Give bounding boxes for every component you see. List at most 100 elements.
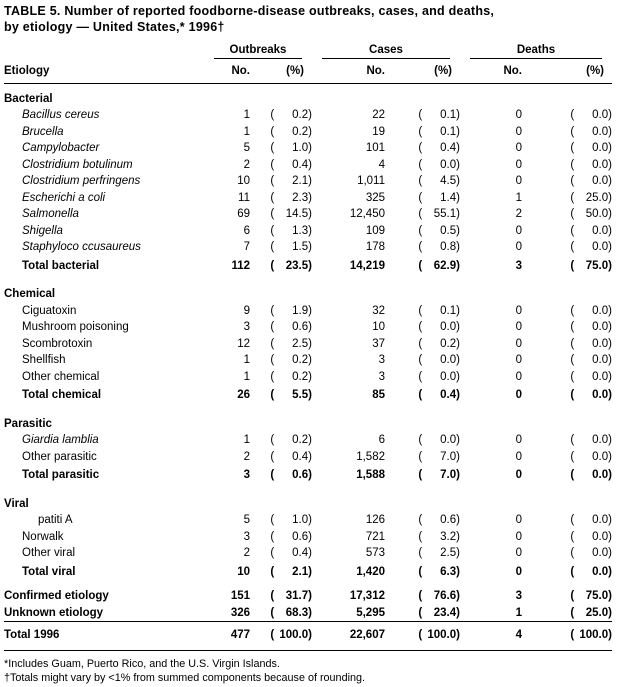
section-header: Parasitic (4, 416, 612, 433)
table-row: Mushroom poisoning 3 (0.6) 10 (0.0) 0 (0.0) (4, 319, 612, 336)
count-cell: 3 (515, 590, 522, 602)
count-cell: 0 (515, 370, 522, 383)
footnotes: *Includes Guam, Puerto Rico, and the U.S… (4, 657, 612, 685)
count-cell: 2 (243, 450, 250, 463)
divider (4, 649, 612, 651)
count-cell: 22,607 (349, 629, 385, 641)
pct-cell: (2.3) (270, 191, 312, 204)
count-cell: 178 (365, 241, 385, 253)
total-row: Total bacterial 112 (23.5) 14,219 (62.9) 3 (75… (4, 256, 612, 280)
pct-cell: (0.0) (570, 304, 612, 317)
table-row: Brucella 1 (0.2) 19 (0.1) 0 (0.0) (4, 124, 612, 141)
count-cell: 0 (515, 469, 522, 481)
count-cell: 0 (515, 354, 522, 366)
table-row: Other viral 2 (0.4) 573 (2.5) 0 (0.0) (4, 545, 612, 562)
count-cell: 17,312 (349, 590, 385, 602)
pct-cell: (55.1) (418, 208, 460, 220)
count-cell: 0 (515, 450, 522, 463)
table-row: Other chemical 1 (0.2) 3 (0.0) 0 (0.0) (4, 369, 612, 386)
summary-row: Confirmed etiology 151 (31.7) 17,312 (76.6) 3… (4, 588, 612, 605)
title-line1: TABLE 5. Number of reported foodborne-di… (4, 4, 495, 18)
count-cell: 112 (231, 259, 250, 272)
pct-cell: (0.0) (570, 514, 612, 526)
count-cell: 1 (243, 125, 250, 138)
pct-cell: (0.0) (570, 337, 612, 350)
pct-cell: (75.0) (570, 590, 612, 602)
row-label: Ciguatoxin (22, 304, 77, 317)
count-cell: 22 (372, 109, 385, 121)
pct-cell: (0.0) (418, 321, 460, 333)
count-cell: 4 (378, 158, 385, 171)
pct-cell: (0.0) (570, 142, 612, 154)
pct-cell: (0.0) (570, 109, 612, 121)
table-row: Escherichi a coli 11 (2.3) 325 (1.4) 1 (25.0) (4, 190, 612, 207)
count-cell: 1,588 (356, 469, 385, 481)
count-cell: 1,582 (356, 450, 385, 463)
pct-cell: (68.3) (270, 606, 312, 619)
row-label: Confirmed etiology (4, 590, 109, 602)
count-cell: 0 (515, 241, 522, 253)
count-cell: 2 (515, 208, 522, 220)
count-cell: 37 (372, 337, 385, 350)
table-row: Norwalk 3 (0.6) 721 (3.2) 0 (0.0) (4, 529, 612, 546)
pct-cell: (0.0) (570, 450, 612, 463)
pct-cell: (1.0) (270, 142, 312, 154)
count-cell: 1 (243, 434, 250, 446)
cases-group-cell: Cases (312, 44, 460, 59)
count-cell: 10 (237, 565, 250, 578)
row-label: patiti A (38, 514, 73, 526)
count-cell: 0 (515, 224, 522, 237)
pct-cell: (0.6) (418, 514, 460, 526)
table-row: Shellfish 1 (0.2) 3 (0.0) 0 (0.0) (4, 352, 612, 369)
cases-pct-header: (%) (434, 65, 452, 77)
pct-cell: (0.0) (570, 158, 612, 171)
row-label: Shigella (22, 224, 63, 237)
count-cell: 0 (515, 434, 522, 446)
table-row: Clostridium botulinum 2 (0.4) 4 (0.0) 0 (0.0) (4, 157, 612, 174)
row-label: Scombrotoxin (22, 337, 93, 350)
row-label: Other viral (22, 547, 76, 559)
count-cell: 10 (237, 175, 250, 187)
pct-cell: (14.5) (270, 208, 312, 220)
pct-cell: (0.4) (418, 389, 460, 401)
section-header-label: Viral (4, 497, 29, 510)
row-label: Total bacterial (22, 259, 100, 272)
pct-cell: (5.5) (270, 389, 312, 401)
count-cell: 0 (515, 547, 522, 559)
count-cell: 0 (515, 142, 522, 154)
count-cell: 6 (378, 434, 385, 446)
table-row: Scombrotoxin 12 (2.5) 37 (0.2) 0 (0.0) (4, 336, 612, 353)
count-cell: 7 (243, 241, 250, 253)
count-cell: 3 (515, 259, 522, 272)
section-header-label: Chemical (4, 288, 56, 300)
pct-cell: (0.0) (418, 354, 460, 366)
etiology-header: Etiology (4, 65, 50, 77)
pct-cell: (1.9) (270, 304, 312, 317)
row-label: Total chemical (22, 389, 102, 401)
count-cell: 721 (365, 530, 385, 543)
table-row: Other parasitic 2 (0.4) 1,582 (7.0) 0 (0.0) (4, 449, 612, 466)
section-header: Viral (4, 496, 612, 513)
count-cell: 477 (230, 629, 250, 641)
pct-cell: (23.5) (270, 259, 312, 272)
count-cell: 6 (243, 224, 250, 237)
pct-cell: (0.2) (270, 109, 312, 121)
row-label: Other chemical (22, 370, 100, 383)
table-row: Campylobacter 5 (1.0) 101 (0.4) 0 (0.0) (4, 140, 612, 157)
pct-cell: (0.4) (270, 547, 312, 559)
count-cell: 1 (243, 370, 250, 383)
pct-cell: (0.2) (418, 337, 460, 350)
count-cell: 3 (243, 321, 250, 333)
pct-cell: (23.4) (418, 606, 460, 619)
row-label: Total viral (22, 565, 76, 578)
count-cell: 0 (515, 337, 522, 350)
count-cell: 3 (243, 530, 250, 543)
pct-cell: (2.1) (270, 565, 312, 578)
count-cell: 126 (365, 514, 385, 526)
table-row: Clostridium perfringens 10 (2.1) 1,011 (4.5)… (4, 173, 612, 190)
row-label: Staphyloco ccusaureus (22, 241, 141, 253)
count-cell: 85 (372, 389, 385, 401)
pct-cell: (0.2) (270, 354, 312, 366)
pct-cell: (0.0) (418, 370, 460, 383)
